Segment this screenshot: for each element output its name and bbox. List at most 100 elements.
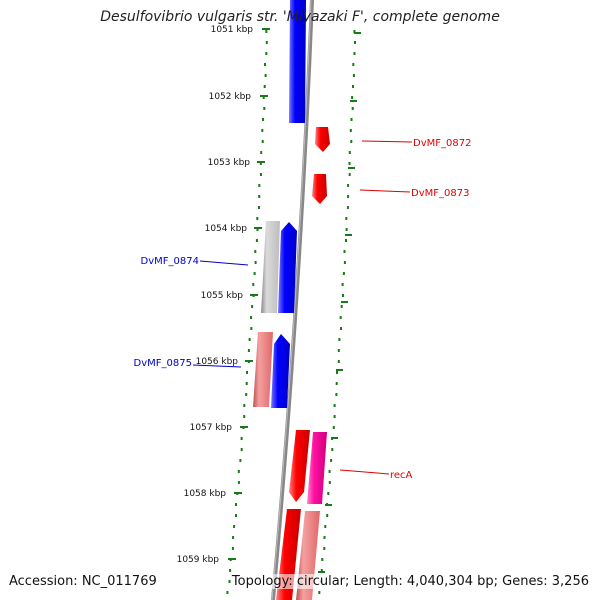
gc-dot [240,437,243,440]
gc-dot [258,206,260,209]
gc-dot [342,294,344,297]
gene-feature-salmon-left[interactable] [253,332,273,407]
gene-feature-pseudo-gray[interactable] [261,221,280,313]
tick-label: 1052 kbp [209,92,252,102]
genome-backbone [271,0,314,600]
gc-dot [252,283,255,286]
gene-label-dvmf0874[interactable]: DvMF_0874 [141,256,249,267]
gene-feature-reca[interactable] [289,430,310,502]
gc-dot [335,393,338,396]
tick-label: 1058 kbp [184,489,227,499]
scale-tick: 1058 kbp [184,489,242,499]
gc-dot [343,261,346,264]
gc-dot [348,151,351,154]
tick-label: 1056 kbp [196,357,239,367]
gc-dot [254,261,257,264]
gc-dot [352,74,355,77]
gc-dot [229,569,232,572]
gc-dot [347,195,350,198]
gc-dot [235,514,237,517]
gc-dot [352,85,354,88]
gc-dot [243,415,246,418]
scale-tick: 1054 kbp [205,224,262,234]
gc-dot [350,118,353,121]
gc-dot [338,338,341,341]
tick-label: 1057 kbp [190,423,233,433]
gc-dot [232,536,235,539]
gc-dot [351,107,354,110]
gc-dot [324,525,327,528]
gene-label-dvmf0873[interactable]: DvMF_0873 [359,188,469,199]
gene-label-text: DvMF_0872 [413,138,471,149]
gene-feature-dvmf0872[interactable] [315,127,330,152]
gc-dot [331,448,334,451]
gc-dot [323,547,326,550]
gc-dot [261,140,264,143]
gene-label-dvmf0875[interactable]: DvMF_0875 [134,358,242,369]
outer-track-ticks [318,32,361,573]
gc-dot [262,118,264,121]
gene-feature-dvmf0874[interactable] [278,222,297,313]
scale-tick: 1051 kbp [211,25,270,35]
gc-dot [337,349,340,352]
gc-dot [264,63,266,66]
gc-dot [256,217,259,220]
gc-dot [346,206,349,209]
gc-dot [350,140,353,143]
gc-dot [265,41,268,44]
gc-dot [265,52,268,55]
gc-dot [239,459,242,462]
gc-dot [326,514,329,517]
gc-dot [343,250,346,253]
gc-dot [228,580,231,583]
gc-dot [247,349,250,352]
tick-label: 1053 kbp [208,158,251,168]
gc-dot [255,239,258,242]
gene-feature-dvmf0875[interactable] [271,334,290,408]
gc-dot [345,239,347,242]
gc-dot [342,272,345,275]
gene-feature-dvmf0873[interactable] [312,174,327,204]
gc-dot [265,30,268,33]
gene-label-reca[interactable]: recA [339,469,413,481]
gc-dot [345,217,348,220]
gc-dot [251,305,254,308]
scale-tick: 1057 kbp [190,423,248,433]
gc-dot [256,228,259,231]
gc-dot [259,162,262,165]
gc-dot [353,52,356,55]
gc-dot [323,536,326,539]
gc-dot [235,503,237,506]
gc-dot [341,283,344,286]
gene-label-text: DvMF_0875 [134,358,192,369]
gc-dot [237,481,240,484]
gc-dot [318,591,321,594]
gc-dot [233,525,236,528]
gene-label-text: DvMF_0873 [411,188,469,199]
gene-feature-pink[interactable] [307,432,327,504]
gene-label-dvmf0872[interactable]: DvMF_0872 [361,138,471,149]
gc-dot [250,316,253,319]
gc-dot [261,129,264,132]
gc-dot [260,151,263,154]
scale-tick: 1059 kbp [177,555,236,565]
gc-dot [335,382,338,385]
gc-dot [348,173,351,176]
tick-label: 1055 kbp [201,291,244,301]
gc-dot [348,162,351,165]
accession-text: Accession: NC_011769 [9,574,157,589]
scale-tick: 1053 kbp [208,158,265,168]
gc-dot [237,470,240,473]
gc-dot [351,96,354,99]
scale-tick: 1055 kbp [201,291,258,301]
gc-dot [339,316,342,319]
genome-title: Desulfovibrio vulgaris str. 'Miyazaki F'… [100,9,500,25]
gc-dot [328,470,331,473]
gc-dot [336,371,338,374]
gene-feature-blue-top[interactable] [289,0,306,123]
scale-tick: 1056 kbp [196,357,253,367]
gc-dot [327,492,330,495]
gc-dot [349,129,352,132]
gc-dot [253,272,256,275]
